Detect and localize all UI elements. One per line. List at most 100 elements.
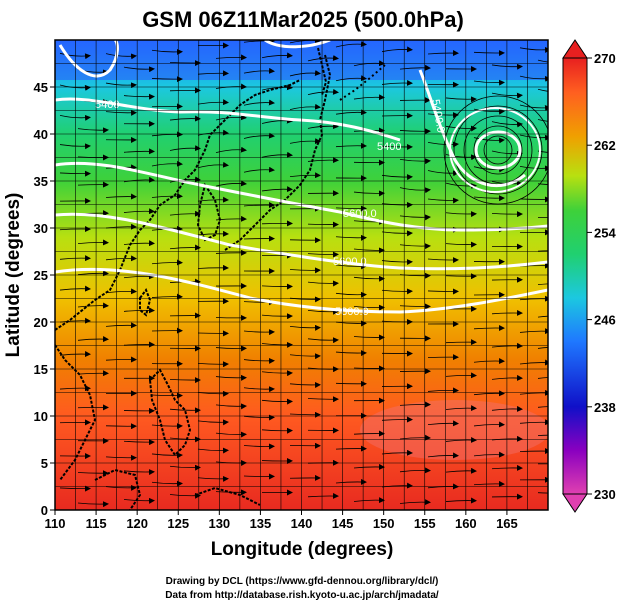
- streamline: [59, 485, 91, 492]
- streamline: [243, 40, 275, 44]
- streamline: [215, 431, 247, 438]
- streamline: [445, 125, 477, 132]
- streamline: [243, 132, 275, 139]
- streamline: [427, 387, 459, 394]
- streamline: [537, 250, 548, 252]
- streamline: [445, 436, 477, 443]
- coastline-new-guinea: [194, 486, 261, 506]
- streamline: [537, 183, 548, 185]
- streamline: [289, 324, 321, 331]
- streamline: [537, 377, 548, 379]
- streamline: [445, 211, 477, 218]
- streamline: [353, 334, 385, 341]
- streamline: [307, 337, 339, 344]
- streamline: [399, 401, 431, 408]
- streamline: [537, 347, 548, 349]
- streamline: [261, 117, 293, 124]
- colorbar-tick-label: 262: [594, 138, 616, 153]
- streamline: [59, 226, 91, 233]
- streamline: [399, 158, 431, 165]
- streamline: [537, 315, 548, 318]
- streamline: [123, 469, 155, 476]
- streamline: [381, 201, 413, 208]
- cyclone-streamline: [453, 105, 543, 195]
- x-axis-ticks: 110 115 120 125 130 135 140 145 150 155 160 165: [45, 510, 518, 531]
- x-axis-label: Longitude (degrees): [211, 539, 394, 560]
- credit-line-2: Data from http://database.rish.kyoto-u.a…: [165, 590, 439, 601]
- streamline: [77, 239, 109, 246]
- streamline: [261, 313, 293, 320]
- streamline: [261, 52, 293, 59]
- streamline: [243, 443, 275, 450]
- streamline: [151, 423, 183, 430]
- streamline: [77, 470, 109, 477]
- x-tick-label: 135: [250, 516, 272, 531]
- streamline: [105, 109, 137, 116]
- streamline: [353, 497, 385, 504]
- streamline: [59, 52, 91, 60]
- streamline: [473, 390, 505, 397]
- streamline: [307, 123, 339, 130]
- streamline: [537, 119, 548, 122]
- streamline: [261, 398, 293, 405]
- streamline: [381, 79, 413, 86]
- x-tick-label: 140: [291, 516, 313, 531]
- streamline: [473, 137, 505, 144]
- streamline: [261, 283, 293, 290]
- streamline: [77, 127, 109, 134]
- streamline: [243, 99, 275, 106]
- streamline: [243, 166, 275, 173]
- x-tick-label: 165: [496, 516, 518, 531]
- streamline: [215, 249, 247, 256]
- streamline: [307, 492, 339, 499]
- streamline: [261, 341, 293, 348]
- streamline: [381, 259, 413, 265]
- streamline: [77, 370, 109, 377]
- colorbar-tick-label: 238: [594, 400, 616, 415]
- streamline: [307, 55, 339, 62]
- colorbar-ticks: 230 238 246 254 262 270: [587, 51, 616, 502]
- streamline: [123, 208, 155, 215]
- streamline: [307, 280, 339, 287]
- streamline: [473, 50, 505, 57]
- streamline: [197, 447, 229, 454]
- streamline: [243, 202, 275, 209]
- streamline: [123, 307, 155, 314]
- contour-5600: [55, 161, 548, 232]
- x-tick-label: 120: [126, 516, 148, 531]
- streamline: [427, 354, 459, 361]
- streamline: [335, 320, 367, 327]
- coastline-korea: [196, 182, 222, 242]
- streamline: [169, 492, 201, 499]
- streamline: [59, 285, 91, 292]
- coastline-indochina: [55, 344, 97, 481]
- streamline: [77, 501, 109, 508]
- streamline: [59, 84, 91, 91]
- streamline: [353, 430, 385, 437]
- coastline-taiwan: [139, 287, 152, 317]
- coastline-philippines: [148, 368, 192, 457]
- streamline: [215, 215, 247, 222]
- streamline: [537, 434, 548, 437]
- contour-5400-east: [264, 40, 526, 188]
- contour-label-2: 5400: [377, 141, 401, 153]
- colorbar-gradient: [562, 57, 588, 495]
- streamline: [151, 293, 183, 300]
- streamline: [215, 345, 247, 352]
- streamline: [445, 241, 477, 248]
- streamline: [151, 259, 183, 266]
- streamline: [105, 356, 137, 363]
- streamline: [197, 230, 229, 237]
- gridlines: [55, 40, 548, 510]
- streamline: [427, 288, 459, 295]
- colorbar-tick-label: 246: [594, 313, 616, 328]
- streamline: [105, 255, 137, 262]
- y-tick-label: 15: [34, 362, 48, 377]
- contour-label-1: 5400: [95, 99, 119, 111]
- streamline: [151, 193, 183, 200]
- streamline: [289, 172, 321, 179]
- plot-area: 5400 5400 5400.0 5600.0 5600.0 5800.0: [55, 40, 548, 510]
- streamline: [169, 60, 201, 67]
- streamline: [215, 403, 247, 410]
- streamline: [381, 143, 413, 150]
